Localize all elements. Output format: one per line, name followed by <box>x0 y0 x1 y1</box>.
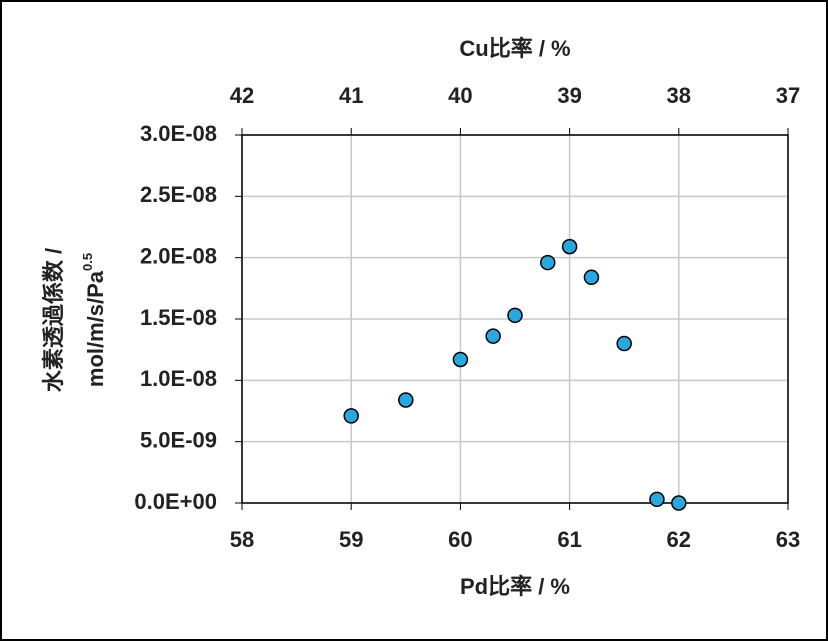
y-tick-label: 1.0E-08 <box>140 366 217 391</box>
x-tick-label: 59 <box>339 527 363 552</box>
x2-tick-label: 37 <box>776 83 800 108</box>
x2-axis-label: Cu比率 / % <box>459 36 570 61</box>
plot-border <box>241 134 789 504</box>
x-axis-label: Pd比率 / % <box>460 574 570 599</box>
point <box>561 238 578 255</box>
point <box>452 351 469 368</box>
y-tick-label: 3.0E-08 <box>140 121 217 146</box>
x-tick-label: 63 <box>776 527 800 552</box>
y-tick-label: 2.0E-08 <box>140 243 217 268</box>
x2-tick-label: 38 <box>667 83 691 108</box>
x-tick-label: 61 <box>557 527 581 552</box>
point <box>616 335 632 352</box>
y-axis-unit-exponent: 0.5 <box>80 253 95 271</box>
y-tick-label: 1.5E-08 <box>140 305 217 330</box>
y-axis-unit: mol/m/s/Pa <box>83 270 108 387</box>
point <box>343 408 359 424</box>
y-tick-label: 5.0E-09 <box>140 427 217 452</box>
x2-tick-label: 41 <box>339 83 363 108</box>
x2-tick-label: 39 <box>557 83 581 108</box>
y-tick-label: 2.5E-08 <box>140 182 217 207</box>
x-tick-label: 60 <box>448 527 472 552</box>
point <box>398 392 414 408</box>
point <box>671 495 687 511</box>
y-axis-label-unit: mol/m/s/Pa0.5 <box>80 253 107 387</box>
point <box>649 491 665 508</box>
point <box>485 328 501 344</box>
y-axis-label: 水素透過係数 / <box>41 248 66 392</box>
point <box>540 254 556 271</box>
point <box>507 307 523 324</box>
x2-tick-label: 40 <box>448 83 472 108</box>
x-tick-label: 62 <box>667 527 691 552</box>
x-tick-label: 58 <box>230 527 254 552</box>
point <box>583 269 600 286</box>
y-tick-label: 0.0E+00 <box>134 489 217 514</box>
x2-tick-label: 42 <box>230 83 254 108</box>
